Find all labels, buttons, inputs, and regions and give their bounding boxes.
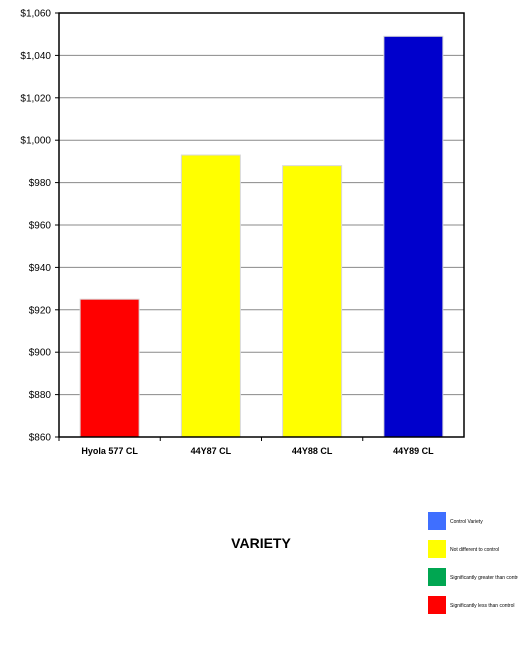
y-axis-ticks: $860 $880 $900 $920 $940 $960 $980 $1,000 $1,020… bbox=[20, 9, 59, 444]
y-tick-label: $1,040 bbox=[20, 51, 51, 62]
x-axis-label: VARIETY bbox=[231, 535, 291, 551]
legend-swatch bbox=[428, 540, 446, 558]
y-tick-label: $960 bbox=[29, 221, 52, 232]
x-tick-label: 44Y87 CL bbox=[191, 446, 232, 456]
legend-label: Control Variety bbox=[450, 519, 483, 525]
legend-swatch bbox=[428, 512, 446, 530]
bar-44y88-cl bbox=[282, 165, 343, 438]
bar-44y89-cl bbox=[383, 35, 444, 438]
y-tick-label: $980 bbox=[29, 178, 52, 189]
y-tick-label: $920 bbox=[29, 305, 52, 316]
bars bbox=[79, 35, 444, 438]
y-tick-label: $880 bbox=[29, 390, 52, 401]
bar-44y87-cl bbox=[180, 154, 241, 438]
legend-label: Significantly less than control bbox=[450, 603, 514, 609]
legend-swatch bbox=[428, 568, 446, 586]
x-tick-label: Hyola 577 CL bbox=[81, 446, 138, 456]
x-tick-label: 44Y89 CL bbox=[393, 446, 434, 456]
x-axis-tick-labels: Hyola 577 CL 44Y87 CL 44Y88 CL 44Y89 CL bbox=[58, 437, 434, 456]
legend-label: Significantly greater than control bbox=[450, 575, 518, 581]
y-tick-label: $940 bbox=[29, 263, 52, 274]
y-tick-label: $1,060 bbox=[20, 9, 51, 20]
y-tick-label: $1,000 bbox=[20, 136, 51, 147]
legend-swatch bbox=[428, 596, 446, 614]
x-tick-label: 44Y88 CL bbox=[292, 446, 333, 456]
legend-label: Not different to control bbox=[450, 547, 499, 553]
y-tick-label: $1,020 bbox=[20, 93, 51, 104]
y-tick-label: $900 bbox=[29, 348, 52, 359]
legend: Control Variety Not different to control S… bbox=[428, 512, 518, 614]
bar-hyola-577-cl bbox=[79, 298, 140, 438]
y-tick-label: $860 bbox=[29, 433, 52, 444]
